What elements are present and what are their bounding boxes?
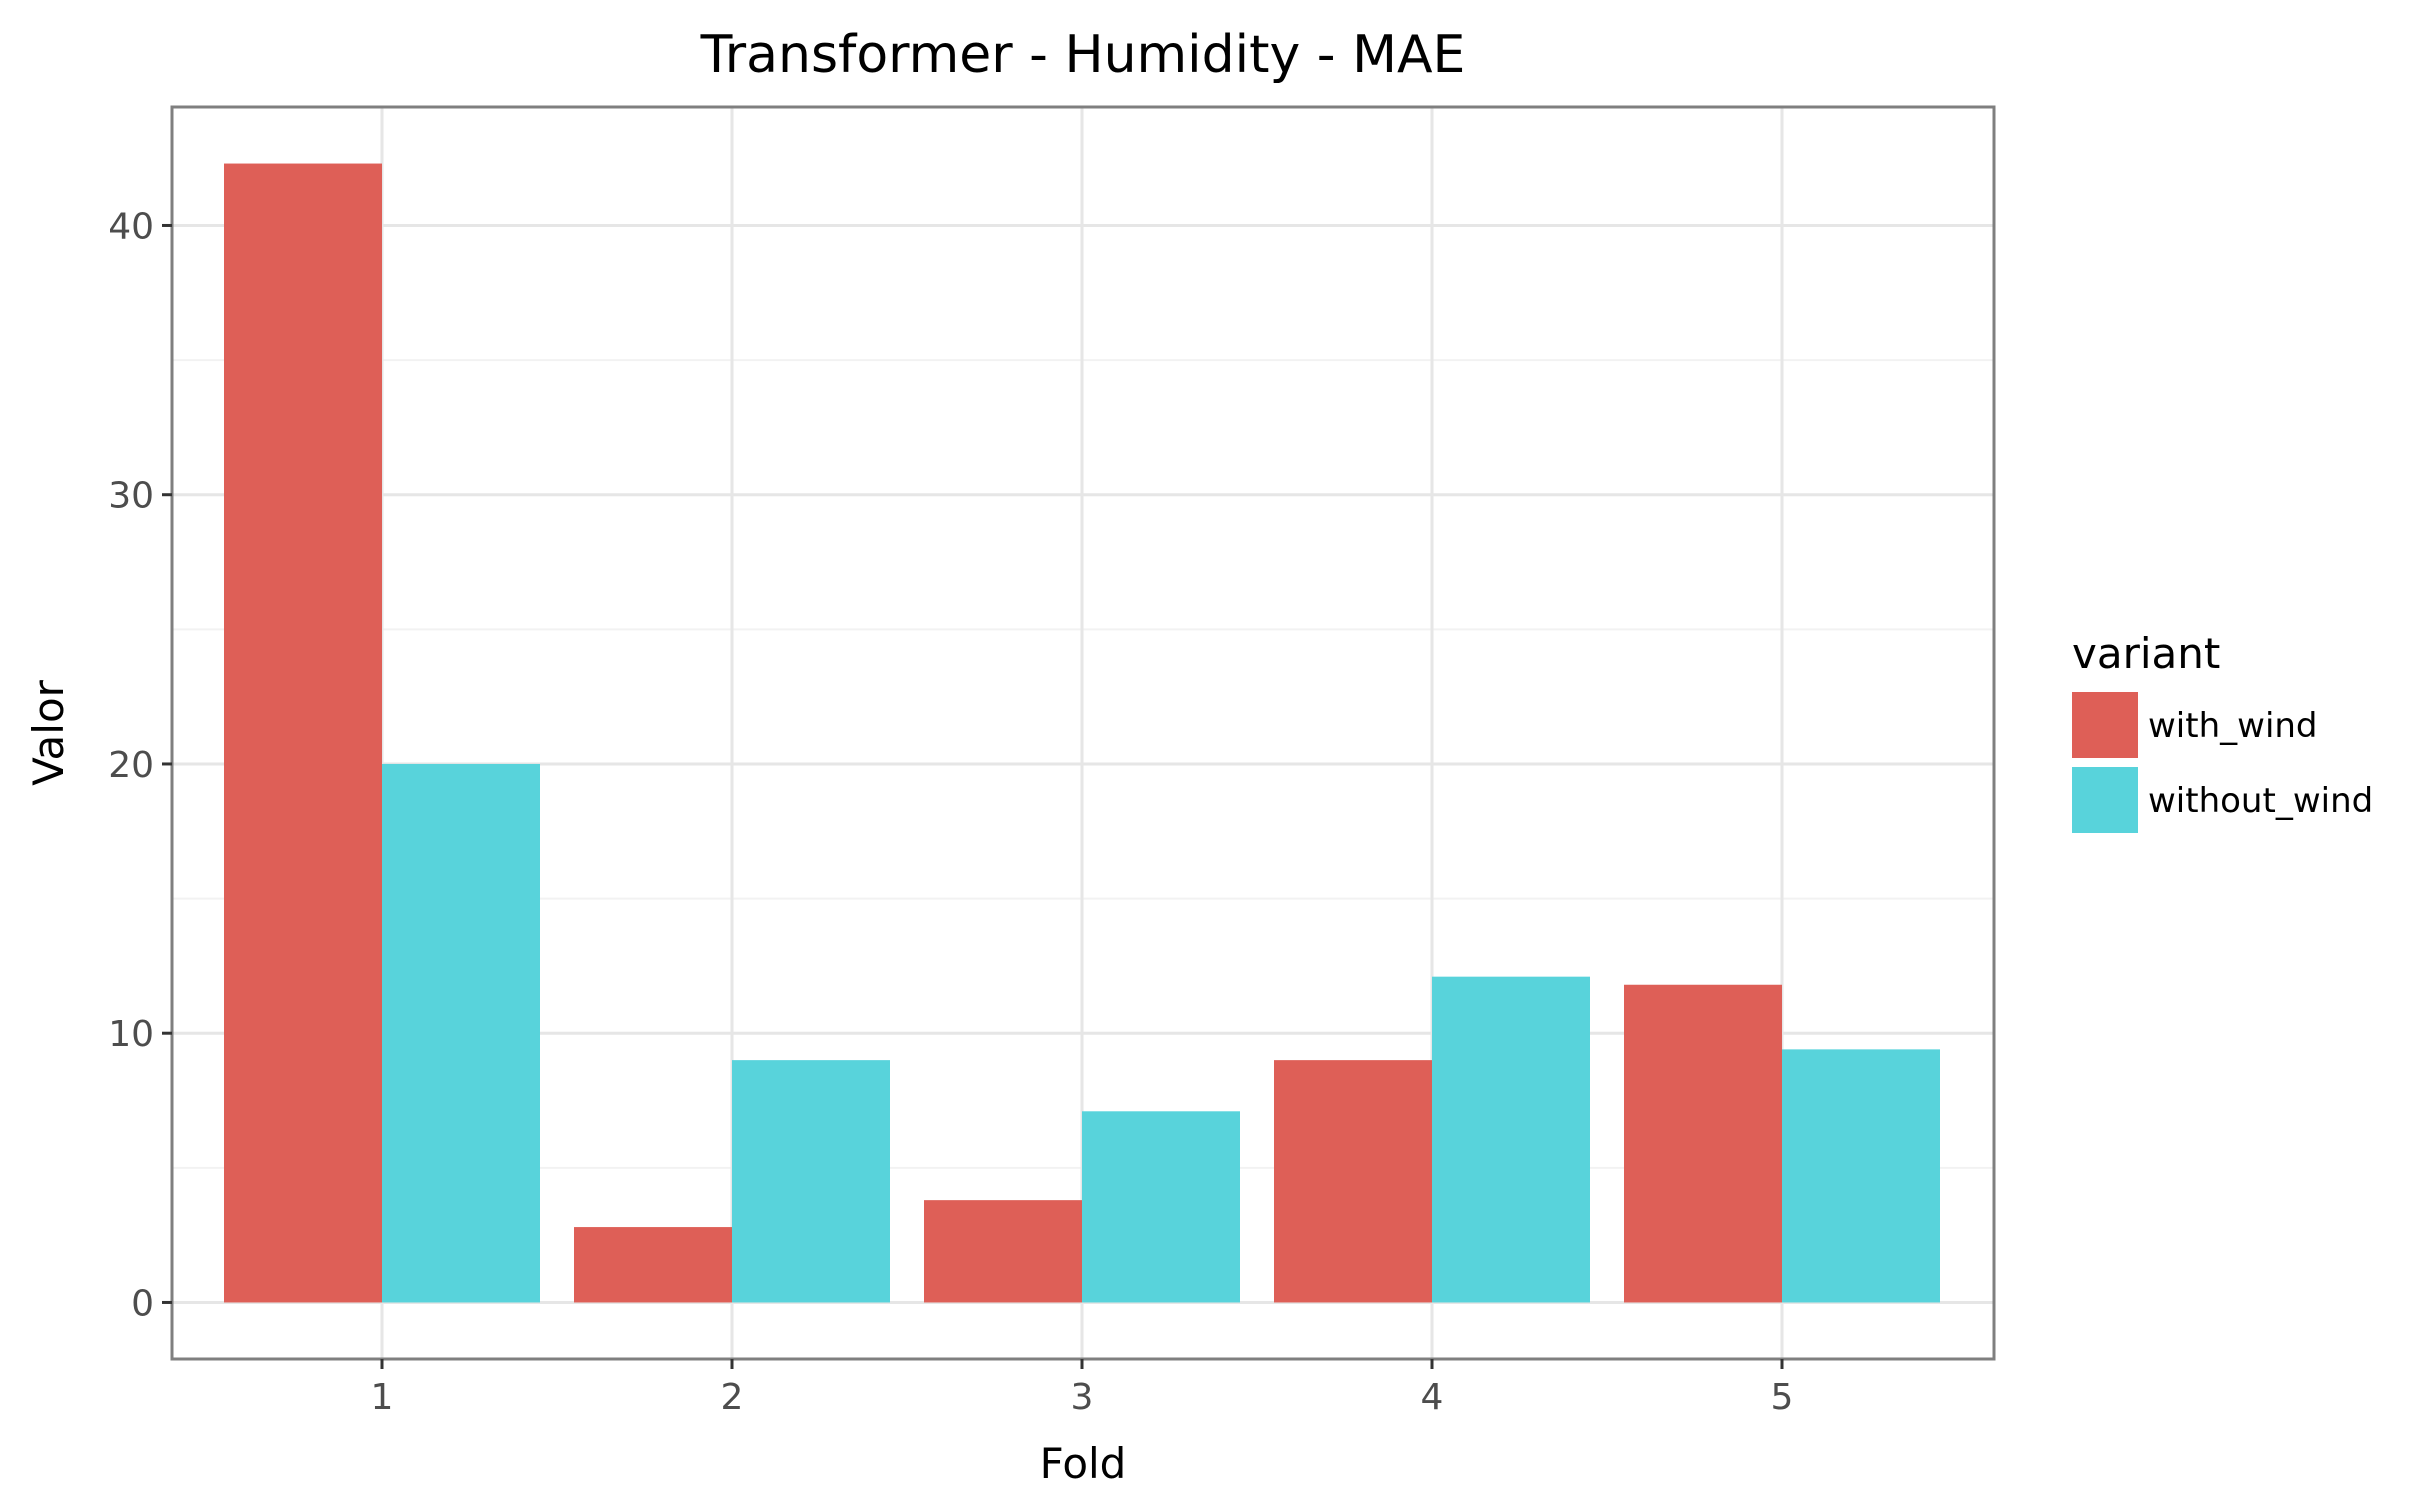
- y-tick-label: 10: [108, 1014, 154, 1055]
- x-tick-label: 1: [371, 1377, 394, 1418]
- legend-items: with_wind without_wind: [2072, 692, 2373, 833]
- axis-ticks: [162, 223, 1784, 1369]
- y-tick-label: 40: [108, 206, 154, 247]
- bar-without_wind-fold-3: [1082, 1111, 1240, 1303]
- tick-labels: 0 10 20 30 40 1 2 3 4 5: [108, 206, 1793, 1418]
- legend-key-with_wind: [2072, 692, 2138, 758]
- legend-title: variant: [2072, 629, 2220, 678]
- bar-with_wind-fold-5: [1624, 984, 1782, 1303]
- chart-title: Transformer - Humidity - MAE: [700, 25, 1466, 85]
- x-tick-label: 4: [1421, 1377, 1444, 1418]
- x-axis-title: Fold: [1040, 1439, 1127, 1488]
- bar-without_wind-fold-5: [1782, 1049, 1940, 1303]
- bar-without_wind-fold-1: [382, 763, 540, 1303]
- bar-with_wind-fold-2: [574, 1227, 732, 1303]
- x-tick-label: 2: [721, 1377, 744, 1418]
- y-tick-label: 20: [108, 745, 154, 786]
- legend-label-without_wind: without_wind: [2148, 781, 2373, 821]
- bars: [224, 163, 1940, 1303]
- bar-with_wind-fold-3: [924, 1200, 1082, 1303]
- bar-with_wind-fold-4: [1274, 1060, 1432, 1303]
- legend-key-without_wind: [2072, 767, 2138, 833]
- legend-label-with_wind: with_wind: [2148, 706, 2318, 746]
- x-tick-label: 3: [1071, 1377, 1094, 1418]
- y-tick-label: 0: [131, 1283, 154, 1324]
- y-axis-title: Valor: [24, 679, 73, 786]
- y-tick-label: 30: [108, 476, 154, 517]
- bar-with_wind-fold-1: [224, 163, 382, 1303]
- x-tick-label: 5: [1771, 1377, 1794, 1418]
- bar-without_wind-fold-4: [1432, 976, 1590, 1303]
- legend: variant with_wind without_wind: [2072, 629, 2373, 833]
- bar-without_wind-fold-2: [732, 1060, 890, 1303]
